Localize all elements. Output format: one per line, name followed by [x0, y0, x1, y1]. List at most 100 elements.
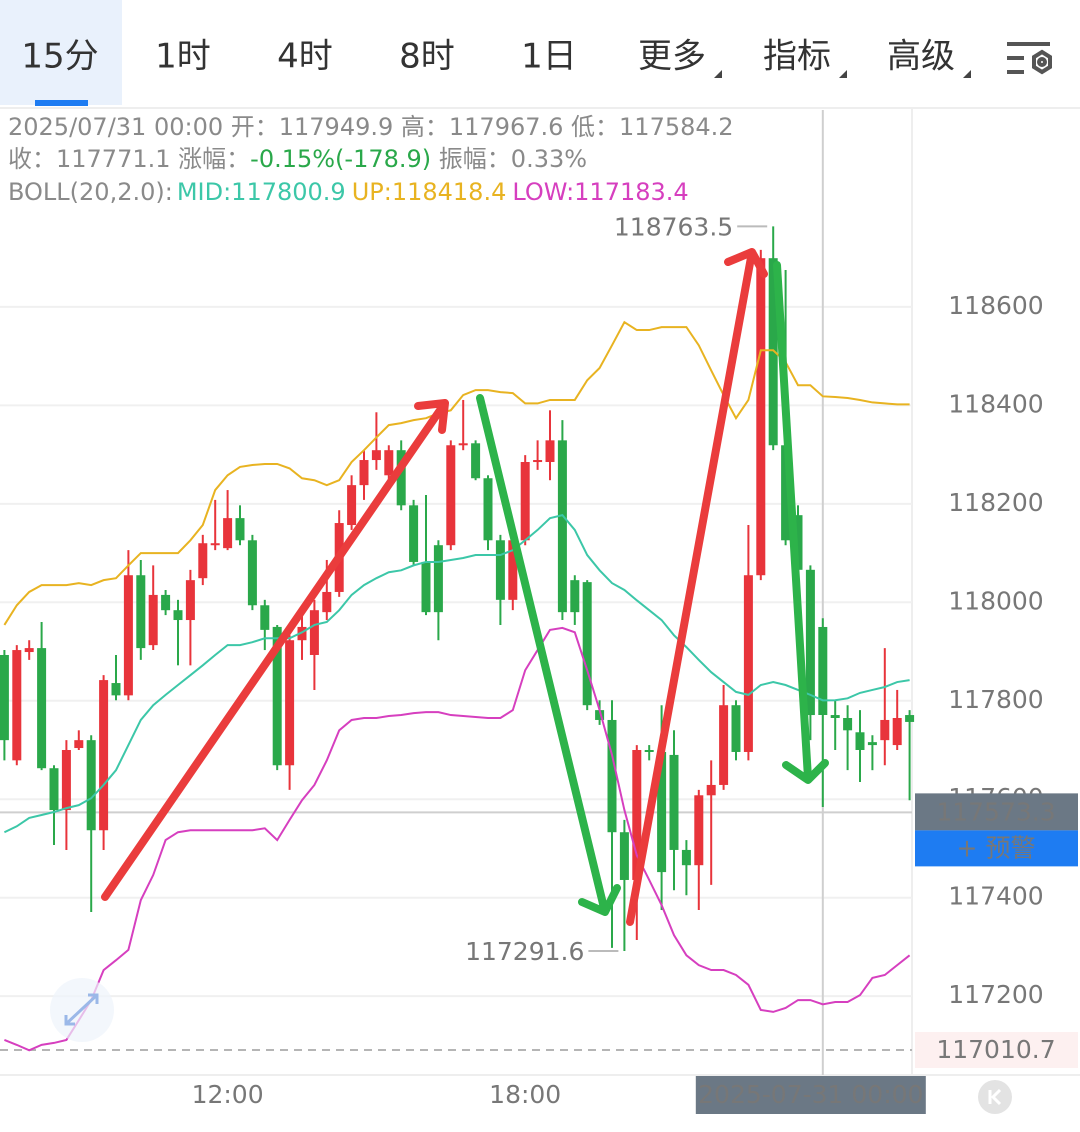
- candle-body: [123, 575, 133, 696]
- last-price-label: 117573.3: [936, 797, 1055, 826]
- candle-body: [74, 740, 84, 749]
- candle-body: [433, 545, 443, 613]
- tab[interactable]: 高级: [887, 37, 955, 77]
- min-label: 117291.6: [465, 937, 584, 966]
- candle-body: [285, 640, 295, 766]
- tab-selected-bg: [0, 0, 122, 105]
- tab[interactable]: 1日: [521, 37, 577, 77]
- tab[interactable]: 8时: [399, 37, 455, 77]
- candle-body: [880, 719, 890, 741]
- y-tick-label: 117800: [948, 685, 1043, 714]
- tab[interactable]: 4时: [277, 37, 333, 77]
- candle-body: [557, 440, 567, 613]
- tab[interactable]: 更多: [638, 37, 706, 77]
- boll-legend: LOW:117183.4: [512, 178, 688, 206]
- candle-body: [272, 626, 282, 766]
- candle-body: [37, 648, 47, 769]
- candle-body: [818, 626, 828, 715]
- candle-body: [805, 569, 815, 716]
- candle-body: [185, 580, 195, 621]
- candle-body: [694, 795, 704, 866]
- candle-body: [371, 450, 381, 461]
- candle-body: [545, 440, 555, 462]
- candle-body: [24, 648, 34, 653]
- y-tick-label: 117400: [948, 882, 1043, 911]
- y-tick-label: 118400: [948, 389, 1043, 418]
- info-change-label: 涨幅：: [178, 145, 250, 173]
- scroll-end-icon: [988, 1088, 1002, 1106]
- candle-body: [111, 683, 121, 696]
- boll-line: [4, 626, 911, 1052]
- candle-body: [669, 754, 679, 850]
- candle-body: [148, 594, 158, 646]
- candle-body: [235, 518, 245, 541]
- candle-body: [86, 740, 96, 831]
- dropdown-triangle: [714, 70, 722, 78]
- candle-body: [681, 849, 691, 866]
- candle-body: [644, 750, 654, 752]
- candle-body: [595, 710, 605, 720]
- candle-body: [49, 768, 59, 811]
- candle-body: [905, 715, 915, 722]
- info-line2: 收：117771.1 涨幅：-0.15%(-178.9) 振幅：0.33%: [8, 145, 587, 173]
- candle-body: [136, 575, 146, 649]
- candle-body: [223, 518, 233, 549]
- candle-body: [706, 784, 716, 796]
- candle-body: [867, 742, 877, 746]
- tab[interactable]: 1时: [155, 37, 211, 77]
- candle-body: [756, 258, 766, 576]
- settings-icon[interactable]: [1007, 42, 1052, 75]
- candle-body: [731, 705, 741, 752]
- info-line1: 2025/07/31 00:00 开：117949.9 高：117967.6 低…: [8, 113, 734, 141]
- candle-body: [347, 485, 357, 526]
- candle-body: [520, 462, 530, 541]
- last-price-bg: [915, 793, 1078, 831]
- x-tick-label: 12:00: [192, 1080, 264, 1109]
- boll-legend: UP:118418.4: [352, 178, 507, 206]
- max-label: 118763.5: [614, 212, 733, 241]
- candle-body: [471, 443, 481, 479]
- tab[interactable]: 15分: [21, 37, 98, 77]
- candle-body: [892, 718, 902, 746]
- bottom-price-label: 117010.7: [936, 1035, 1055, 1064]
- y-tick-label: 118000: [948, 586, 1043, 615]
- candle-body: [260, 605, 270, 630]
- boll-line: [3, 320, 910, 626]
- candle-body: [570, 580, 580, 613]
- candle-body: [297, 626, 307, 641]
- candle-body: [322, 591, 332, 613]
- x-tick-label: 18:00: [489, 1080, 561, 1109]
- candle-body: [384, 450, 394, 476]
- annotation-arrows: [101, 248, 829, 926]
- candle-body: [768, 258, 778, 446]
- bottom-price-bg: [915, 1032, 1078, 1068]
- candle-body: [843, 718, 853, 731]
- info-boll: BOLL(20,2.0): MID:117800.9 UP:118418.4 LOW:…: [8, 178, 689, 206]
- candle-body: [359, 460, 369, 486]
- candle-body: [657, 751, 667, 873]
- boll-line: [3, 514, 910, 834]
- candle-body: [61, 750, 71, 811]
- crosshair-label: 2025-07-31 00:00: [698, 1080, 923, 1109]
- candle-body: [247, 540, 257, 606]
- candle-body: [483, 478, 493, 541]
- candle-body: [198, 543, 208, 579]
- candle-body: [582, 582, 592, 706]
- info-close: 收：117771.1: [8, 145, 171, 173]
- y-tick-label: 117200: [948, 980, 1043, 1009]
- alert-bg[interactable]: [915, 830, 1078, 867]
- candle-body: [607, 719, 617, 833]
- candle-body: [409, 505, 419, 562]
- candle-body: [458, 443, 468, 446]
- dropdown-triangle: [839, 70, 847, 78]
- boll-label: BOLL(20,2.0):: [8, 178, 173, 206]
- tab[interactable]: 指标: [763, 37, 831, 77]
- candle-body: [0, 654, 9, 741]
- candle-body: [446, 445, 456, 546]
- candle-body: [99, 680, 109, 831]
- tab-underline: [35, 100, 88, 106]
- alert-button[interactable]: + 预警: [957, 833, 1036, 862]
- crosshair-label-bg: [695, 1076, 926, 1114]
- candle-body: [508, 540, 518, 600]
